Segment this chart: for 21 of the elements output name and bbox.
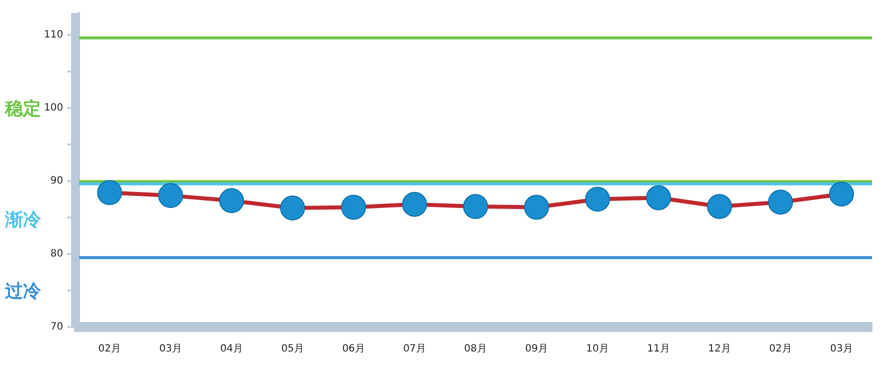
x-tick-label: 02月 (98, 344, 121, 355)
x-tick-label: 05月 (281, 344, 304, 355)
y-tick-label: 70 (50, 322, 64, 333)
x-tick-label: 11月 (647, 344, 670, 355)
x-tick-label: 03月 (830, 344, 853, 355)
text: 渐冷 (4, 209, 42, 230)
y-tick-label: 90 (50, 176, 64, 187)
x-tick-label: 09月 (525, 344, 548, 355)
x-tick-label: 10月 (586, 344, 609, 355)
y-tick-label: 110 (44, 30, 64, 40)
text: 稳定 (4, 98, 41, 120)
x-tick-label: 06月 (342, 344, 365, 355)
x-tick-label: 03月 (159, 344, 182, 355)
text: 过冷 (4, 280, 42, 302)
x-tick-label: 02月 (769, 344, 792, 355)
y-tick-label: 100 (44, 102, 64, 114)
x-tick-label: 07月 (403, 344, 426, 355)
x-tick-label: 08月 (464, 344, 487, 355)
x-tick-label: 12月 (708, 344, 731, 355)
y-tick-label: 80 (50, 248, 64, 260)
x-tick-label: 04月 (220, 344, 243, 355)
